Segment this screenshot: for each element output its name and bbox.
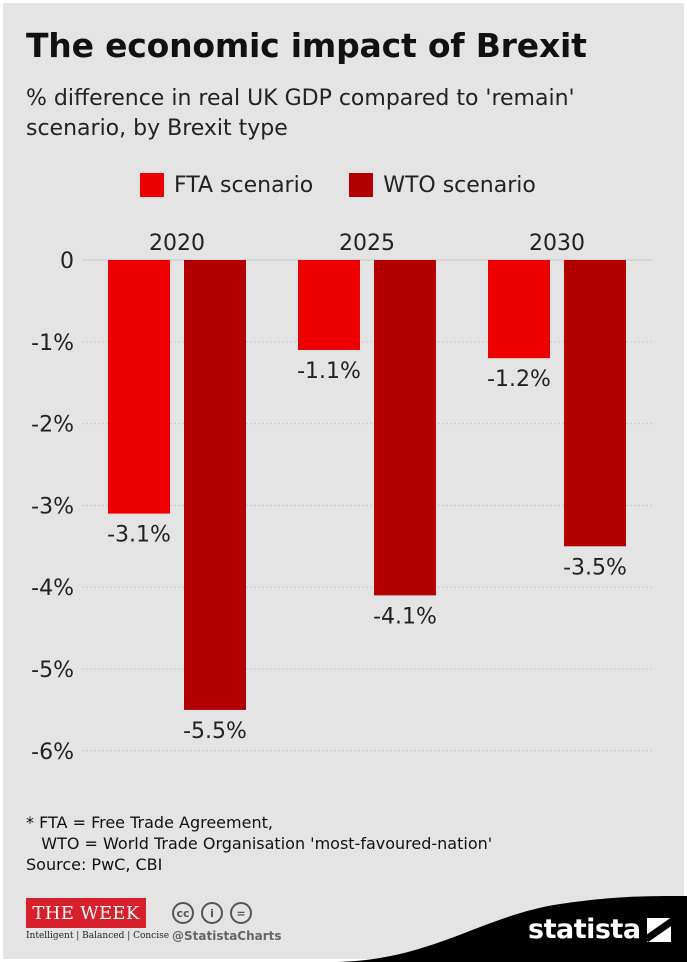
footnote: * FTA = Free Trade Agreement, WTO = Worl… (26, 812, 492, 875)
legend-swatch-wto (349, 173, 374, 197)
data-label: -3.5% (563, 555, 627, 580)
legend-item-fta: FTA scenario (140, 173, 313, 198)
no-derivatives-icon: = (230, 902, 252, 924)
bar-fta-2020 (108, 260, 170, 514)
the-week-logo[interactable]: THE WEEK Intelligent | Balanced | Concis… (26, 898, 169, 941)
cc-license-icons[interactable]: cc i = (172, 902, 282, 924)
footnote-line-fta: * FTA = Free Trade Agreement, (26, 813, 273, 832)
data-label: -3.1% (107, 523, 171, 548)
y-tick-label: -2% (31, 413, 74, 438)
y-tick-label: -6% (31, 740, 74, 765)
data-label: -4.1% (373, 604, 437, 629)
y-tick-label: -1% (31, 331, 74, 356)
data-label: -5.5% (183, 719, 247, 744)
legend-item-wto: WTO scenario (349, 173, 536, 198)
bar-wto-2030 (564, 260, 626, 547)
y-tick-label: -4% (31, 576, 74, 601)
footer-dark-wave (330, 895, 687, 962)
y-tick-label: -5% (31, 658, 74, 683)
bar-fta-2030 (488, 260, 550, 359)
statista-logo-icon (646, 917, 671, 942)
legend-label-wto: WTO scenario (383, 172, 536, 198)
chart-legend: FTA scenario WTO scenario (140, 170, 572, 200)
y-tick-label: -3% (31, 494, 74, 519)
attribution-icon: i (201, 902, 223, 924)
statista-wordmark: statista (528, 914, 641, 945)
legend-swatch-fta (140, 173, 164, 197)
category-label: 2030 (529, 231, 585, 256)
category-label: 2020 (149, 231, 205, 256)
data-label: -1.1% (297, 359, 361, 384)
bar-wto-2025 (374, 260, 436, 596)
the-week-logo-mark: THE WEEK (26, 898, 146, 928)
creative-commons-group: cc i = @StatistaCharts (172, 902, 282, 943)
bar-fta-2025 (298, 260, 360, 350)
bar-wto-2020 (184, 260, 246, 710)
category-label: 2025 (339, 231, 395, 256)
footer-band (330, 895, 687, 962)
y-tick-label: 0 (60, 249, 74, 274)
footnote-line-wto: WTO = World Trade Organisation 'most-fav… (26, 834, 493, 853)
the-week-tagline: Intelligent | Balanced | Concise (26, 931, 170, 941)
page-title: The economic impact of Brexit (26, 26, 587, 65)
page-subtitle: % difference in real UK GDP compared to … (26, 86, 575, 141)
data-label: -1.2% (487, 367, 551, 392)
cc-icon: cc (172, 902, 194, 924)
legend-label-fta: FTA scenario (174, 172, 314, 198)
bar-chart: 0 -1% -2% -3% -4% -5% -6% 2020 -3.1% -5.5% 2025 -1.… (31, 231, 652, 765)
statista-charts-handle: @StatistaCharts (172, 929, 282, 943)
footnote-source: Source: PwC, CBI (26, 855, 163, 874)
statista-logo[interactable]: statista (528, 914, 671, 945)
